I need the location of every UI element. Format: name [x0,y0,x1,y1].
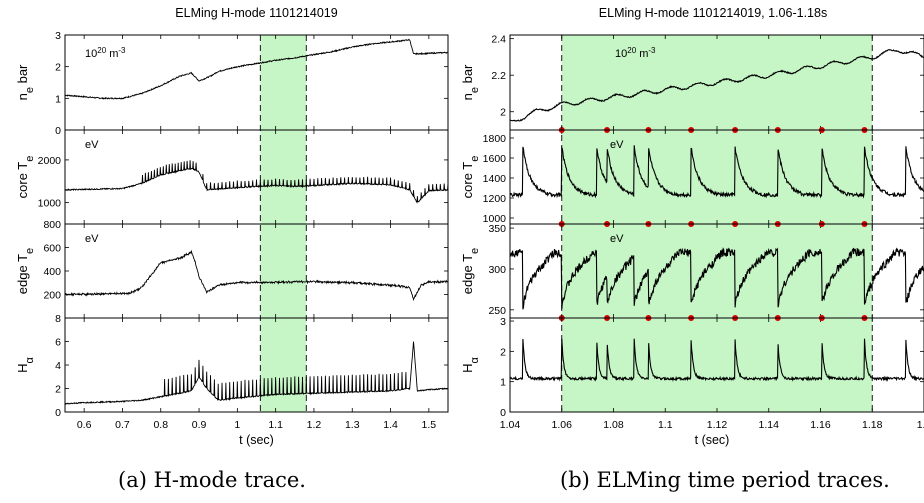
chart-a-p3-ytick-label: 600 [43,243,61,255]
chart-b-xtick-label: 1.18 [862,419,883,431]
chart-b-p3-ylabel: edge Te [460,248,481,294]
chart-b-p3-ytick-label: 250 [488,305,506,317]
chart-b-panel-3: 250 300 350 edge Te eV [460,221,924,319]
chart-b-p2-series-line [509,145,924,199]
chart-a-p4-ytick-label: 4 [55,360,61,372]
chart-b-p4-ylabel: Hα [460,356,481,372]
chart-a-p4-ytick-label: 6 [55,337,61,349]
chart-a-xtick-label: 0.9 [192,419,207,431]
chart-b-p2-ytick-label: 1600 [483,153,507,165]
chart-a-p1-ytick-label: 2 [55,62,61,74]
chart-b-p3-unit: eV [610,233,624,245]
chart-a-p1-ytick-label: 3 [55,30,61,42]
chart-a-p4-ylabel: Hα [15,356,36,372]
chart-b-p1-ytick-label: 2.4 [491,34,506,46]
chart-a-xtick-label: 0.8 [153,419,168,431]
chart-a-xtick-label: 1.2 [307,419,322,431]
chart-a-p3-frame [64,223,449,319]
chart-b-p3-ytick-label: 350 [488,223,506,235]
chart-a-panel-4: 0 2 4 6 8 Hα [15,313,449,419]
chart-b-p1-series-line [509,48,924,122]
chart-a-p2-unit: eV [85,139,99,151]
chart-b-xtick-label: 1.16 [810,419,831,431]
chart-a-p4-ytick-label: 0 [55,407,61,419]
chart-b-p2-ytick-label: 1000 [483,213,507,225]
chart-a-p1-unit: 1020 m-3 [85,46,126,61]
chart-a-p4-frame [64,317,449,413]
chart-a-p3-ytick-label: 200 [43,290,61,302]
chart-b-p1-ytick-label: 2 [500,107,506,119]
chart-b-xlabel: t (sec) [695,433,730,447]
chart-a-title: ELMing H-mode 1101214019 [175,6,337,20]
chart-a-xtick-label: 1.5 [422,419,437,431]
chart-a-panel-1: 0 1 2 3 ne bar 1020 m-3 [15,30,449,137]
chart-a-xtick-label: 1.3 [345,419,360,431]
chart-a-xtick-label: 1 [234,419,240,431]
chart-a-p2-ytick-label: 1000 [38,198,62,210]
chart-b-p4-ytick-label: 3 [500,316,506,328]
chart-b-xtick-label: 1.04 [500,419,521,431]
chart-b-xtick-label: 1.14 [759,419,780,431]
chart-a-p1-ytick-label: 0 [55,125,61,137]
chart-b-p1-unit: 1020 m-3 [615,46,656,61]
chart-a-xtick-label: 1.4 [383,419,398,431]
chart-b-p2-ytick-label: 1800 [483,133,507,145]
chart-a-p2-series-line [64,160,449,204]
chart-b-xtick-label: 1.2 [917,419,924,431]
chart-a-p3-ylabel: edge Te [15,248,36,294]
chart-b-p4-frame [509,317,924,413]
chart-b-p1-ylabel: ne bar [460,64,481,100]
chart-b-p2-unit: eV [610,139,624,151]
chart-b-p2-ytick-label: 1400 [483,173,507,185]
chart-a-group: ELMing H-mode 1101214019 0 1 2 3 ne bar 1020 m… [15,6,449,447]
chart-b-xtick-label: 1.08 [603,419,624,431]
chart-b-p3-series-line [509,247,924,310]
chart-b-p4-ytick-label: 0 [500,407,506,419]
chart-a-p3-ytick-label: 400 [43,266,61,278]
chart-a-p3-series-line [64,249,449,302]
chart-a-xlabel: t (sec) [239,433,274,447]
chart-b-xtick-label: 1.1 [658,419,673,431]
chart-b-p2-ytick-label: 1200 [483,193,507,205]
chart-b-p2-ylabel: core Te [460,156,481,199]
chart-b-group: ELMing H-mode 1101214019, 1.06-1.18s 2 2.2… [460,6,924,447]
chart-a-p2-frame [64,129,449,225]
chart-b-p3-ytick-label: 300 [488,264,506,276]
chart-a-xtick-label: 0.7 [115,419,130,431]
chart-a-p2-ylabel: core Te [15,156,36,199]
caption-b: (b) ELMing time period traces. [560,468,890,492]
chart-a-p3-ytick-label: 800 [43,219,61,231]
chart-a-p2-ytick-label: 2000 [38,155,62,167]
chart-a-p1-ylabel: ne bar [15,64,36,100]
chart-a-panel-3: 200 400 600 800 edge Te eV [15,219,449,319]
chart-a-p1-ytick-label: 1 [55,93,61,105]
chart-a-p3-unit: eV [85,233,99,245]
chart-b-xtick-label: 1.12 [707,419,728,431]
caption-a: (a) H-mode trace. [118,468,306,492]
chart-a-p4-ytick-label: 2 [55,384,61,396]
chart-a-p1-series-line [64,38,449,100]
chart-b-p4-ytick-label: 1 [500,377,506,389]
chart-b-xtick-label: 1.06 [552,419,573,431]
chart-b-p4-series-line [509,338,924,382]
chart-b-p1-ytick-label: 2.2 [491,70,506,82]
chart-a-p4-series-line [64,341,449,405]
chart-b-panel-4: 0 1 2 3 Hα [460,315,924,419]
chart-a-xtick-label: 0.6 [77,419,92,431]
chart-a-p4-ytick-label: 8 [55,313,61,325]
chart-a-xtick-label: 1.1 [268,419,283,431]
chart-b-p4-ytick-label: 2 [500,346,506,358]
chart-b-title: ELMing H-mode 1101214019, 1.06-1.18s [599,6,827,20]
chart-b-panel-1: 2 2.2 2.4 ne bar 1020 m-3 [460,34,924,131]
